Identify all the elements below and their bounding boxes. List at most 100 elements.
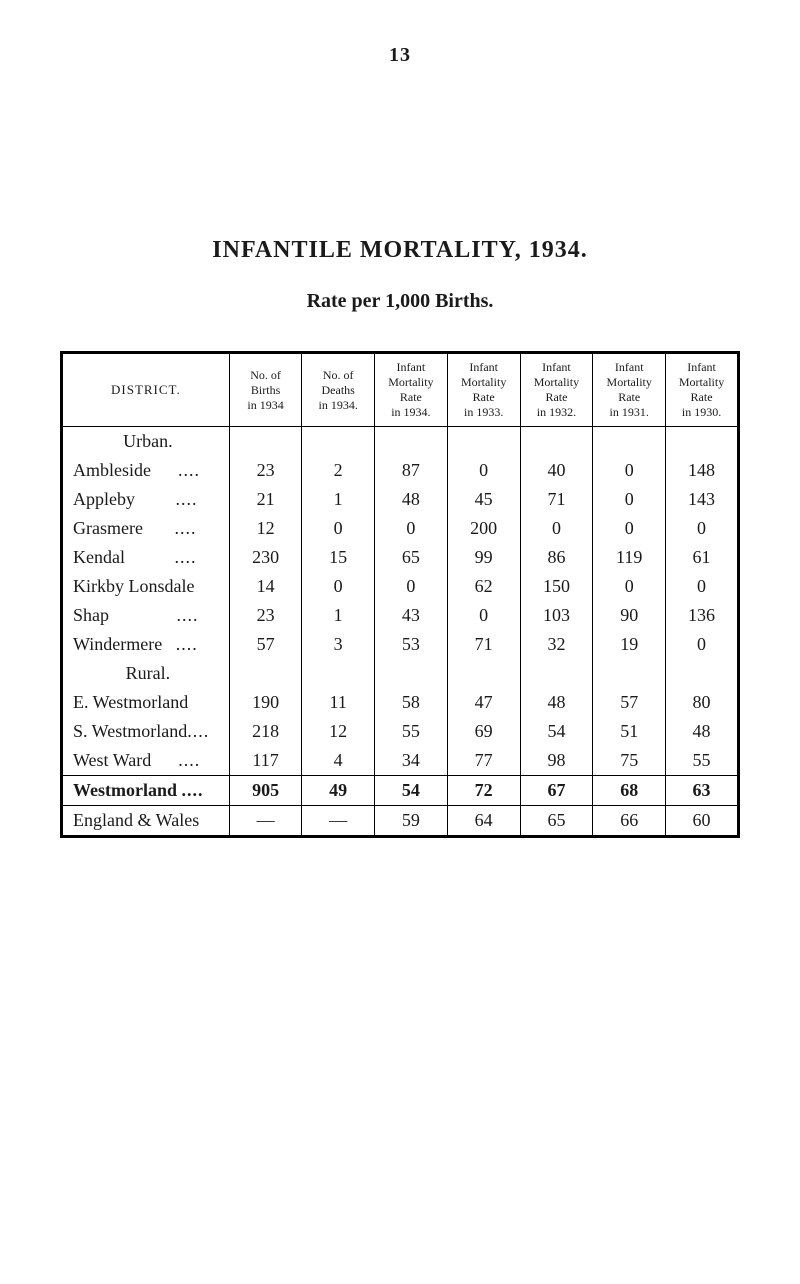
cell-r30: 0 [666,514,739,543]
section-urban: Urban. [62,427,739,457]
table-body: Urban. Ambleside .... 23 2 87 0 40 0 148… [62,427,739,837]
cell-r33: 0 [447,601,520,630]
col-imr1931-text: InfantMortalityRatein 1931. [607,360,652,419]
district-name: Shap [73,605,109,625]
mortality-table: DISTRICT. No. ofBirthsin 1934 No. ofDeat… [60,351,740,838]
district-name: Grasmere [73,518,143,538]
cell-r33: 0 [447,456,520,485]
cell-births: 57 [229,630,302,659]
cell-r32: 103 [520,601,593,630]
total-row: Westmorland .... 905 49 54 72 67 68 63 [62,776,739,806]
cell-r33: 69 [447,717,520,746]
col-imr1930: InfantMortalityRatein 1930. [666,353,739,427]
cell-births: 190 [229,688,302,717]
rural-label: Rural. [62,659,230,688]
col-imr1932-text: InfantMortalityRatein 1932. [534,360,579,419]
cell-r33: 99 [447,543,520,572]
cell-r32: 71 [520,485,593,514]
cell-r31: 0 [593,485,666,514]
col-imr1931: InfantMortalityRatein 1931. [593,353,666,427]
district-name: Appleby [73,489,135,509]
cell-r31: 51 [593,717,666,746]
cell-r30: 0 [666,630,739,659]
title: INFANTILE MORTALITY, 1934. [60,237,740,264]
col-births: No. ofBirthsin 1934 [229,353,302,427]
cell-r30: 0 [666,572,739,601]
trail-dots: .... [176,489,198,509]
table-row: Grasmere .... 12 0 0 200 0 0 0 [62,514,739,543]
cell-r30: 143 [666,485,739,514]
col-imr1930-text: InfantMortalityRatein 1930. [679,360,724,419]
cell-r32: 67 [520,776,593,806]
cell-births: 905 [229,776,302,806]
cell-r34: 87 [374,456,447,485]
cell-deaths: 1 [302,601,375,630]
trail-dots: .... [178,750,200,770]
cell-r33: 77 [447,746,520,776]
cell-r34: 48 [374,485,447,514]
cell-r31: 90 [593,601,666,630]
cell-r32: 150 [520,572,593,601]
table-header-row: DISTRICT. No. ofBirthsin 1934 No. ofDeat… [62,353,739,427]
cell-r31: 19 [593,630,666,659]
cell-deaths: 11 [302,688,375,717]
cell-r32: 65 [520,806,593,837]
cell-births: 12 [229,514,302,543]
col-deaths-text: No. ofDeathsin 1934. [319,368,358,412]
table-row: Kendal .... 230 15 65 99 86 119 61 [62,543,739,572]
col-imr1933-text: InfantMortalityRatein 1933. [461,360,506,419]
cell-r30: 148 [666,456,739,485]
table-row: Appleby .... 21 1 48 45 71 0 143 [62,485,739,514]
section-rural: Rural. [62,659,739,688]
cell-r33: 47 [447,688,520,717]
cell-r32: 32 [520,630,593,659]
cell-r34: 34 [374,746,447,776]
trail-dots: .... [178,460,200,480]
col-imr1934-text: InfantMortalityRatein 1934. [388,360,433,419]
cell-births: — [229,806,302,837]
district-name: England & Wales [73,810,199,830]
cell-births: 23 [229,601,302,630]
district-name: Kendal [73,547,125,567]
cell-deaths: 1 [302,485,375,514]
col-district: DISTRICT. [62,353,230,427]
cell-r30: 80 [666,688,739,717]
subtitle: Rate per 1,000 Births. [60,290,740,313]
cell-births: 117 [229,746,302,776]
cell-births: 14 [229,572,302,601]
cell-r34: 55 [374,717,447,746]
cell-r31: 0 [593,456,666,485]
cell-r34: 0 [374,514,447,543]
cell-r30: 63 [666,776,739,806]
district-name: Kirkby Lonsdale [73,576,194,596]
table-row: Shap .... 23 1 43 0 103 90 136 [62,601,739,630]
district-name: E. Westmorland [73,692,188,712]
cell-r32: 98 [520,746,593,776]
cell-deaths: 3 [302,630,375,659]
district-name: Windermere [73,634,162,654]
cell-r30: 60 [666,806,739,837]
cell-r34: 54 [374,776,447,806]
cell-deaths: 49 [302,776,375,806]
cell-r31: 57 [593,688,666,717]
cell-deaths: 4 [302,746,375,776]
cell-r34: 0 [374,572,447,601]
table-row: Ambleside .... 23 2 87 0 40 0 148 [62,456,739,485]
cell-r34: 53 [374,630,447,659]
col-imr1934: InfantMortalityRatein 1934. [374,353,447,427]
trail-dots: .... [177,605,199,625]
cell-r34: 59 [374,806,447,837]
cell-r30: 61 [666,543,739,572]
cell-r33: 45 [447,485,520,514]
cell-r30: 48 [666,717,739,746]
table-row: West Ward .... 117 4 34 77 98 75 55 [62,746,739,776]
trail-dots: .... [176,634,198,654]
table-row: S. Westmorland.... 218 12 55 69 54 51 48 [62,717,739,746]
cell-r31: 0 [593,572,666,601]
trail-dots: .... [182,780,204,800]
cell-births: 218 [229,717,302,746]
cell-r33: 64 [447,806,520,837]
trail-dots: .... [174,518,196,538]
cell-r34: 43 [374,601,447,630]
urban-label: Urban. [62,427,230,457]
